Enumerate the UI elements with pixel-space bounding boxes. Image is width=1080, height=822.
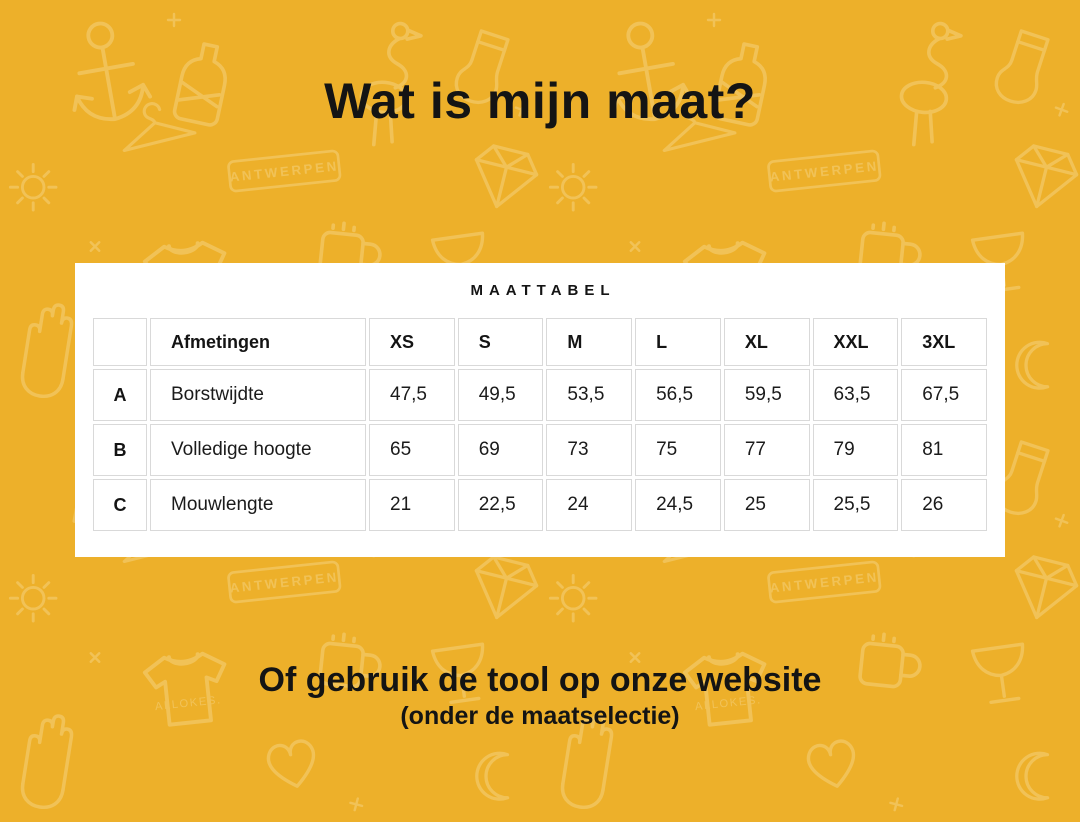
- size-value-cell: 49,5: [457, 369, 544, 421]
- footer-line2: (onder de maatselectie): [400, 702, 680, 730]
- size-value-cell: 75: [635, 424, 721, 476]
- col-header-afmetingen: Afmetingen: [150, 318, 366, 366]
- size-value-cell: 73: [546, 424, 633, 476]
- footer-line1: Of gebruik de tool op onze website: [258, 661, 822, 699]
- row-label: B: [93, 424, 147, 476]
- footer-text-block: Of gebruik de tool op onze website (onde…: [0, 660, 1080, 732]
- size-value-cell: 25: [723, 479, 810, 531]
- table-heading: MAATTABEL: [470, 282, 616, 299]
- size-value-cell: 53,5: [546, 369, 633, 421]
- size-table: Afmetingen XS S M L XL XXL 3XL A Borstwi…: [90, 315, 990, 534]
- row-label: A: [93, 369, 147, 421]
- corner-cell: [93, 318, 147, 366]
- size-value-cell: 69: [457, 424, 544, 476]
- size-table-card: MAATTABEL Afmetingen XS S M L XL XXL 3XL: [75, 263, 1005, 557]
- col-header-m: M: [546, 318, 633, 366]
- size-value-cell: 67,5: [901, 369, 987, 421]
- size-table-body: A Borstwijdte 47,5 49,5 53,5 56,5 59,5 6…: [93, 369, 987, 531]
- size-value-cell: 21: [369, 479, 455, 531]
- col-header-xs: XS: [369, 318, 455, 366]
- table-row-a: A Borstwijdte 47,5 49,5 53,5 56,5 59,5 6…: [93, 369, 987, 421]
- size-value-cell: 24: [546, 479, 633, 531]
- size-value-cell: 63,5: [812, 369, 899, 421]
- size-table-header: Afmetingen XS S M L XL XXL 3XL: [93, 318, 987, 366]
- table-row-b: B Volledige hoogte 65 69 73 75 77 79 81: [93, 424, 987, 476]
- size-value-cell: 24,5: [635, 479, 721, 531]
- col-header-l: L: [635, 318, 721, 366]
- size-value-cell: 81: [901, 424, 987, 476]
- size-value-cell: 47,5: [369, 369, 455, 421]
- page-title: Wat is mijn maat?: [324, 73, 756, 129]
- size-value-cell: 26: [901, 479, 987, 531]
- measure-name: Borstwijdte: [150, 369, 366, 421]
- size-value-cell: 65: [369, 424, 455, 476]
- size-value-cell: 59,5: [723, 369, 810, 421]
- size-value-cell: 25,5: [812, 479, 899, 531]
- table-row-c: C Mouwlengte 21 22,5 24 24,5 25 25,5 26: [93, 479, 987, 531]
- col-header-3xl: 3XL: [901, 318, 987, 366]
- size-value-cell: 56,5: [635, 369, 721, 421]
- size-value-cell: 79: [812, 424, 899, 476]
- row-label: C: [93, 479, 147, 531]
- size-value-cell: 77: [723, 424, 810, 476]
- col-header-xxl: XXL: [812, 318, 899, 366]
- header-row: Afmetingen XS S M L XL XXL 3XL: [93, 318, 987, 366]
- measure-name: Mouwlengte: [150, 479, 366, 531]
- col-header-s: S: [457, 318, 544, 366]
- size-value-cell: 22,5: [457, 479, 544, 531]
- col-header-xl: XL: [723, 318, 810, 366]
- measure-name: Volledige hoogte: [150, 424, 366, 476]
